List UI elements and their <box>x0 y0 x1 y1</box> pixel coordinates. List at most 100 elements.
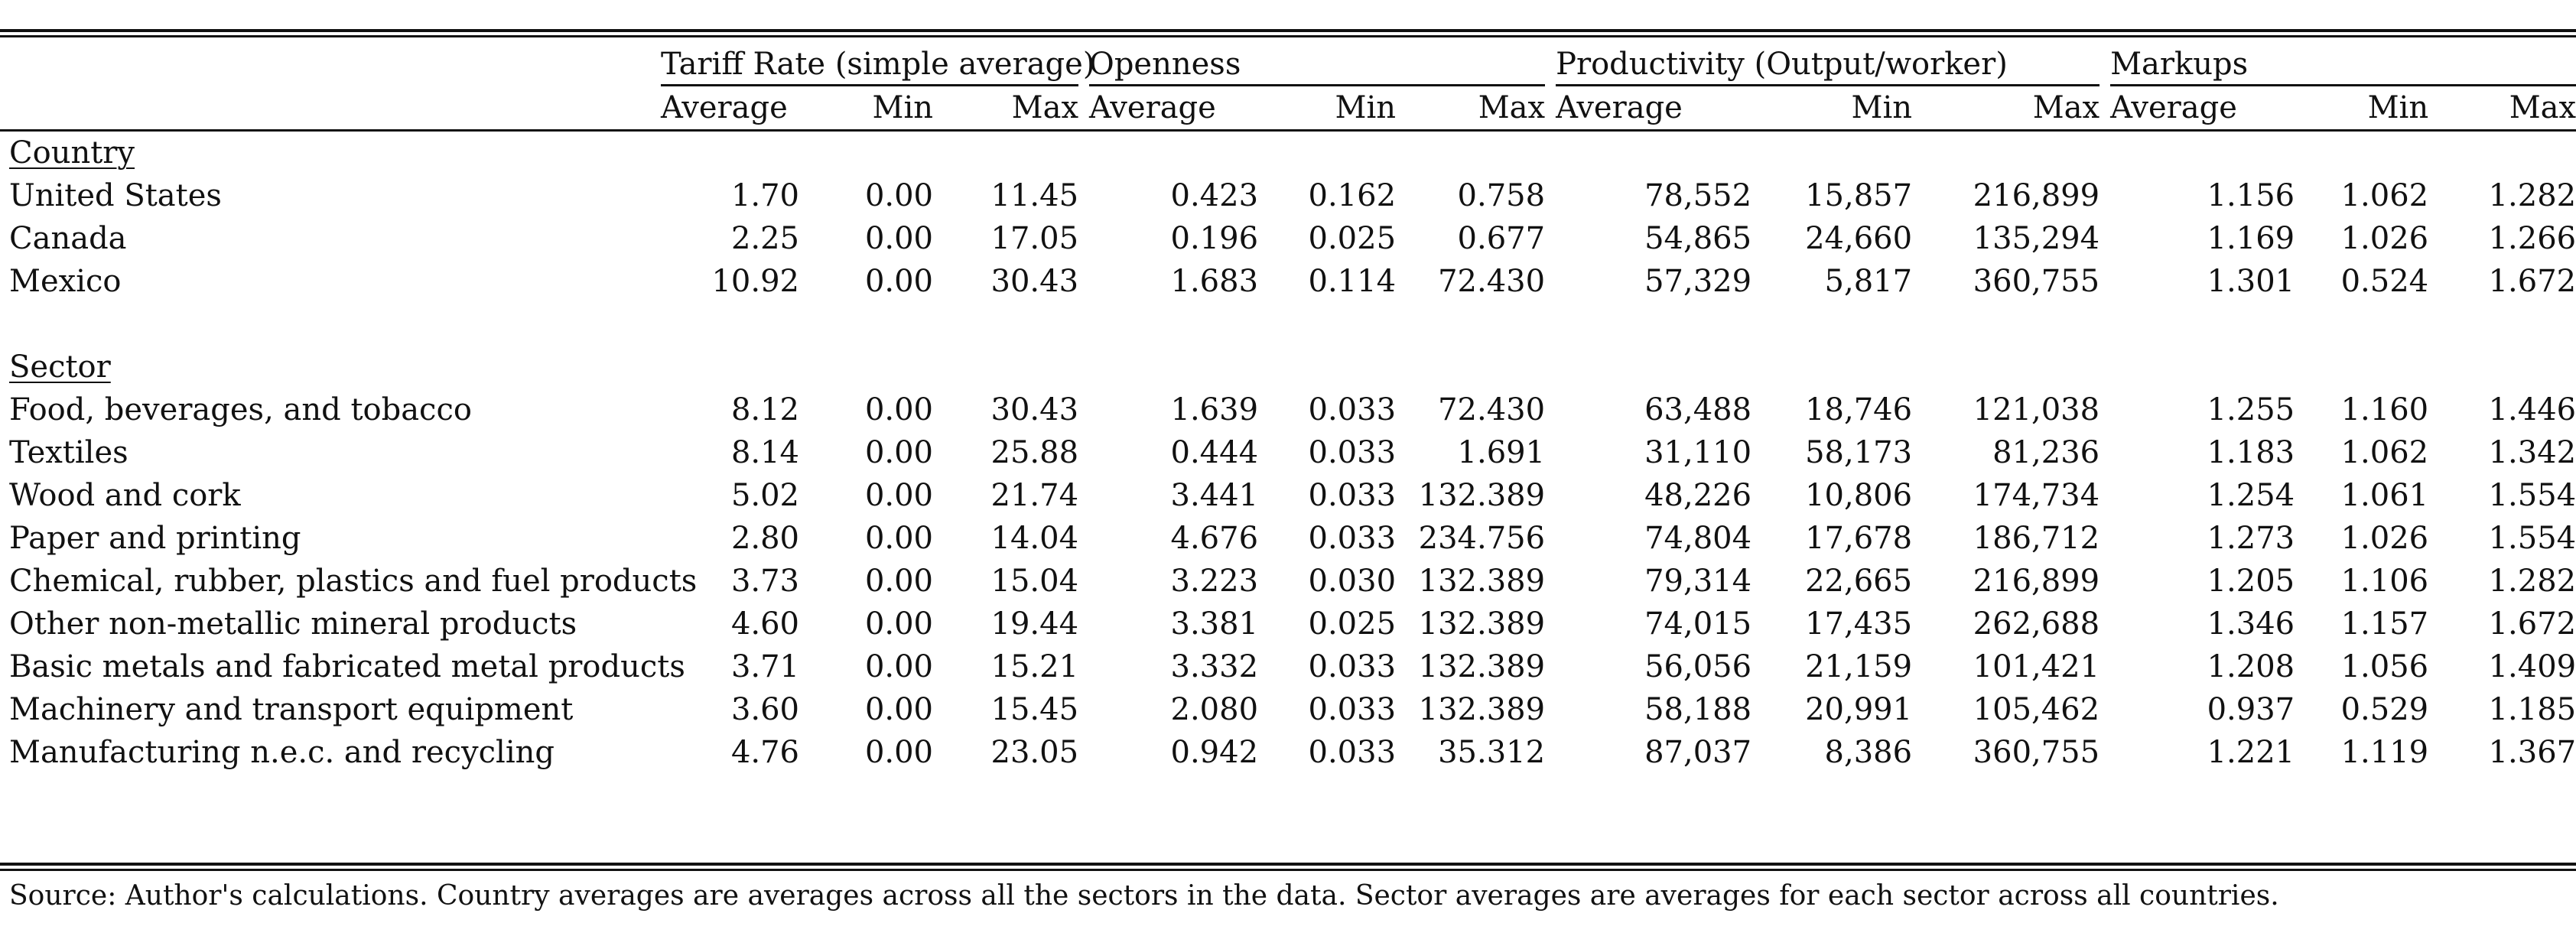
table-cell: 58,188 <box>1644 692 1752 727</box>
table-cell: 1.639 <box>1170 392 1259 427</box>
bottom-double-rule-1 <box>0 863 2576 866</box>
table-cell: 23.05 <box>990 735 1079 770</box>
table-cell: 216,899 <box>1973 178 2100 213</box>
row-label: Paper and printing <box>9 521 301 556</box>
table-cell: 72.430 <box>1438 392 1546 427</box>
table-cell: 1.160 <box>2340 392 2429 427</box>
subheader-average: Average <box>1089 90 1216 125</box>
table-cell: 1.221 <box>2207 735 2295 770</box>
table-cell: 1.301 <box>2207 264 2295 299</box>
table-cell: 174,734 <box>1973 478 2100 513</box>
table-cell: 0.00 <box>864 606 933 642</box>
top-double-rule-2 <box>0 35 2576 37</box>
table-cell: 1.062 <box>2340 178 2429 213</box>
table-cell: 1.554 <box>2488 478 2576 513</box>
group-header-row: Tariff Rate (simple average) Openness Pr… <box>0 44 2576 86</box>
subheader-max: Max <box>1478 90 1546 125</box>
subheader-max: Max <box>1011 90 1079 125</box>
table-cell: 30.43 <box>990 392 1079 427</box>
table-row: Food, beverages, and tobacco 8.12 0.00 30.4… <box>0 388 2576 431</box>
table-cell: 10,806 <box>1805 478 1913 513</box>
table-cell: 0.00 <box>864 221 933 256</box>
group-header-tariff: Tariff Rate (simple average) <box>650 44 1094 86</box>
table-row: Chemical, rubber, plastics and fuel prod… <box>0 560 2576 603</box>
subheader-average: Average <box>661 90 788 125</box>
table-cell: 5,817 <box>1824 264 1913 299</box>
table-cell: 0.00 <box>864 435 933 470</box>
table-cell: 1.169 <box>2207 221 2295 256</box>
table-cell: 0.00 <box>864 564 933 599</box>
section-spacer <box>0 303 2576 346</box>
table-cell: 17,678 <box>1805 521 1913 556</box>
table-cell: 4.60 <box>730 606 799 642</box>
group-header-markups: Markups <box>2100 44 2576 86</box>
table-cell: 8.12 <box>730 392 799 427</box>
table-cell: 48,226 <box>1644 478 1752 513</box>
table-cell: 1.255 <box>2207 392 2295 427</box>
table-cell: 0.025 <box>1308 606 1397 642</box>
table-cell: 3.332 <box>1170 649 1259 684</box>
section-heading-sector: Sector <box>9 349 111 385</box>
header-bottom-rule-row <box>0 129 2576 132</box>
row-label: Wood and cork <box>9 478 241 513</box>
table-cell: 0.033 <box>1308 435 1397 470</box>
table-cell: 1.106 <box>2340 564 2429 599</box>
table-cell: 14.04 <box>990 521 1079 556</box>
table-cell: 360,755 <box>1973 264 2100 299</box>
table-cell: 25.88 <box>990 435 1079 470</box>
table-cell: 3.60 <box>730 692 799 727</box>
table-cell: 78,552 <box>1644 178 1752 213</box>
table-cell: 0.00 <box>864 521 933 556</box>
table-cell: 74,015 <box>1644 606 1752 642</box>
row-label: Basic metals and fabricated metal produc… <box>9 649 685 684</box>
table-row: Manufacturing n.e.c. and recycling 4.76 0.… <box>0 731 2576 774</box>
table-cell: 1.672 <box>2488 606 2576 642</box>
table-cell: 0.00 <box>864 735 933 770</box>
section-heading-row: Sector <box>0 346 2576 388</box>
subheader-min: Min <box>2367 90 2429 125</box>
table-cell: 0.196 <box>1170 221 1259 256</box>
table-cell: 58,173 <box>1805 435 1913 470</box>
table-cell: 1.119 <box>2340 735 2429 770</box>
table-cell: 15.04 <box>990 564 1079 599</box>
table-cell: 132.389 <box>1418 692 1546 727</box>
table-cell: 1.185 <box>2488 692 2576 727</box>
table-cell: 10.92 <box>711 264 799 299</box>
table-cell: 1.446 <box>2488 392 2576 427</box>
table-cell: 4.76 <box>730 735 799 770</box>
table-cell: 1.282 <box>2488 564 2576 599</box>
table-cell: 0.423 <box>1170 178 1259 213</box>
table-cell: 3.381 <box>1170 606 1259 642</box>
table-cell: 19.44 <box>990 606 1079 642</box>
table-cell: 0.00 <box>864 392 933 427</box>
table-row: Mexico 10.92 0.00 30.43 1.683 0.114 72.430 57,3… <box>0 260 2576 303</box>
table-cell: 56,056 <box>1644 649 1752 684</box>
table-cell: 24,660 <box>1805 221 1913 256</box>
table-cell: 17.05 <box>990 221 1079 256</box>
table-cell: 132.389 <box>1418 478 1546 513</box>
table-cell: 1.208 <box>2207 649 2295 684</box>
row-label: Food, beverages, and tobacco <box>9 392 472 427</box>
sector-section: Sector Food, beverages, and tobacco 8.12 0… <box>0 346 2576 774</box>
table-cell: 5.02 <box>730 478 799 513</box>
table-row: United States 1.70 0.00 11.45 0.423 0.162 0.75… <box>0 174 2576 217</box>
table-cell: 105,462 <box>1973 692 2100 727</box>
table-row: Machinery and transport equipment 3.60 0.0… <box>0 688 2576 731</box>
subheader-min: Min <box>872 90 933 125</box>
table-cell: 1.026 <box>2340 521 2429 556</box>
table-row: Other non-metallic mineral products 4.60 0… <box>0 603 2576 645</box>
table-cell: 3.223 <box>1170 564 1259 599</box>
table-cell: 1.266 <box>2488 221 2576 256</box>
row-label: Machinery and transport equipment <box>9 692 574 727</box>
table-cell: 262,688 <box>1973 606 2100 642</box>
table-cell: 0.162 <box>1308 178 1397 213</box>
table-cell: 1.056 <box>2340 649 2429 684</box>
table-cell: 1.672 <box>2488 264 2576 299</box>
table-cell: 0.00 <box>864 649 933 684</box>
table-cell: 1.273 <box>2207 521 2295 556</box>
table-cell: 0.758 <box>1457 178 1546 213</box>
table-cell: 1.683 <box>1170 264 1259 299</box>
table-cell: 63,488 <box>1644 392 1752 427</box>
table-cell: 1.70 <box>730 178 799 213</box>
